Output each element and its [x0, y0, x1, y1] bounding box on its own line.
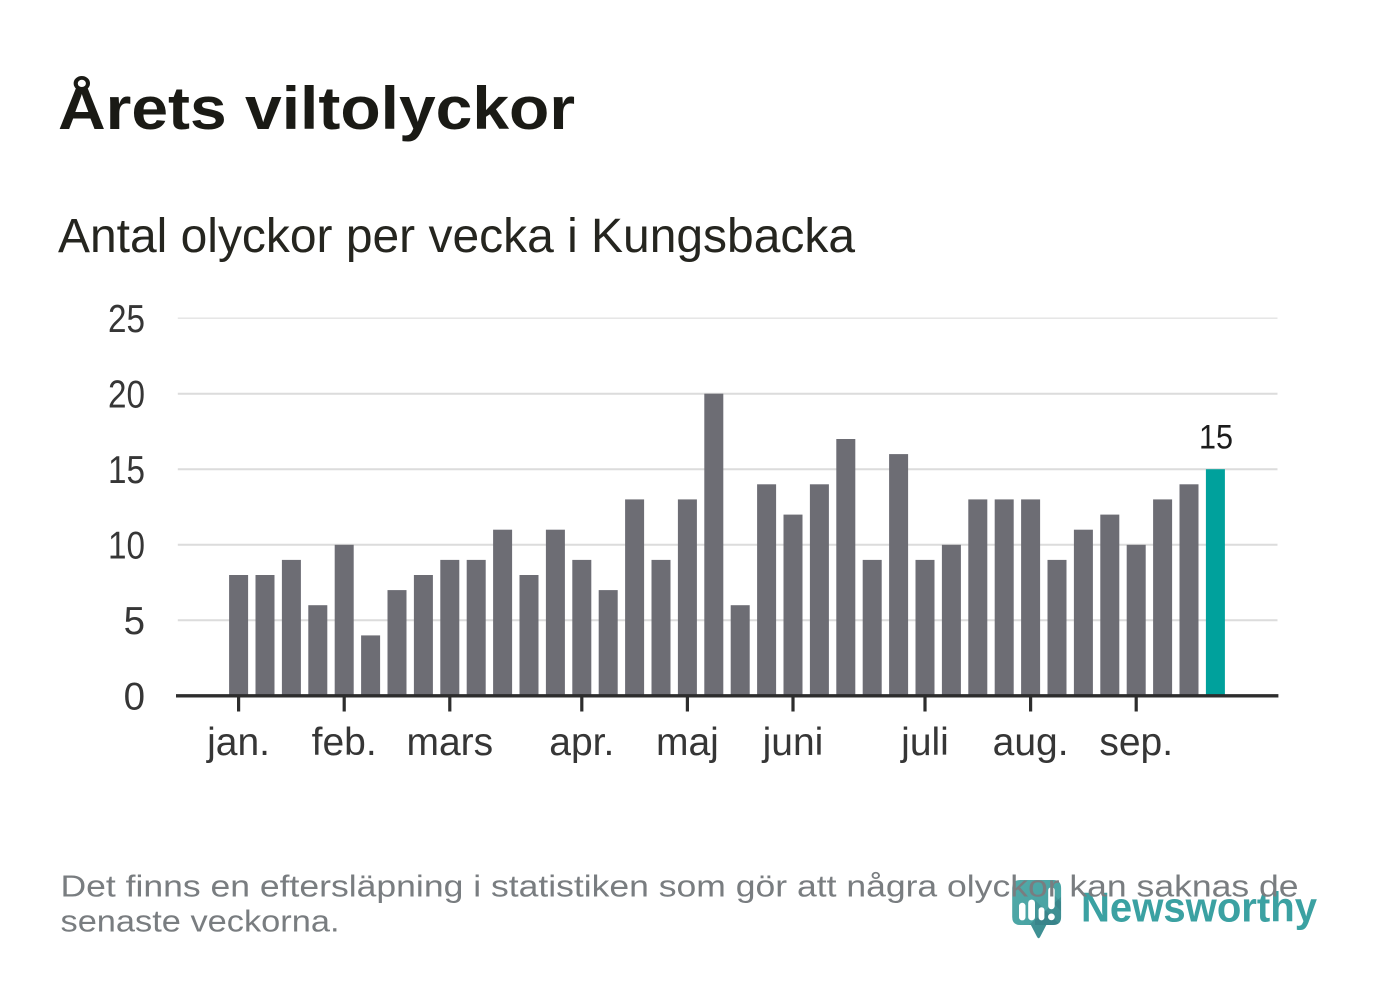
svg-text:20: 20	[108, 373, 145, 416]
svg-text:sep.: sep.	[1099, 721, 1173, 764]
svg-text:Antal olyckor per vecka i Kung: Antal olyckor per vecka i Kungsbacka	[58, 209, 855, 263]
svg-text:15: 15	[108, 449, 145, 492]
svg-text:aug.: aug.	[993, 721, 1069, 764]
svg-text:Newsworthy: Newsworthy	[1081, 884, 1318, 931]
svg-text:0: 0	[124, 676, 145, 719]
svg-text:jan.: jan.	[206, 721, 270, 764]
svg-text:5: 5	[124, 600, 145, 643]
svg-text:Årets viltolyckor: Årets viltolyckor	[58, 75, 575, 142]
svg-text:senaste veckorna.: senaste veckorna.	[61, 904, 340, 939]
svg-text:feb.: feb.	[312, 721, 377, 764]
svg-text:Det finns en eftersläpning i s: Det finns en eftersläpning i statistiken…	[61, 869, 1299, 904]
svg-text:10: 10	[108, 525, 145, 568]
svg-text:25: 25	[108, 298, 145, 341]
svg-text:juni: juni	[762, 721, 824, 764]
svg-text:mars: mars	[406, 721, 493, 764]
svg-text:15: 15	[1199, 419, 1233, 457]
svg-text:maj: maj	[656, 721, 719, 764]
svg-text:apr.: apr.	[549, 721, 614, 764]
svg-text:juli: juli	[900, 721, 949, 764]
